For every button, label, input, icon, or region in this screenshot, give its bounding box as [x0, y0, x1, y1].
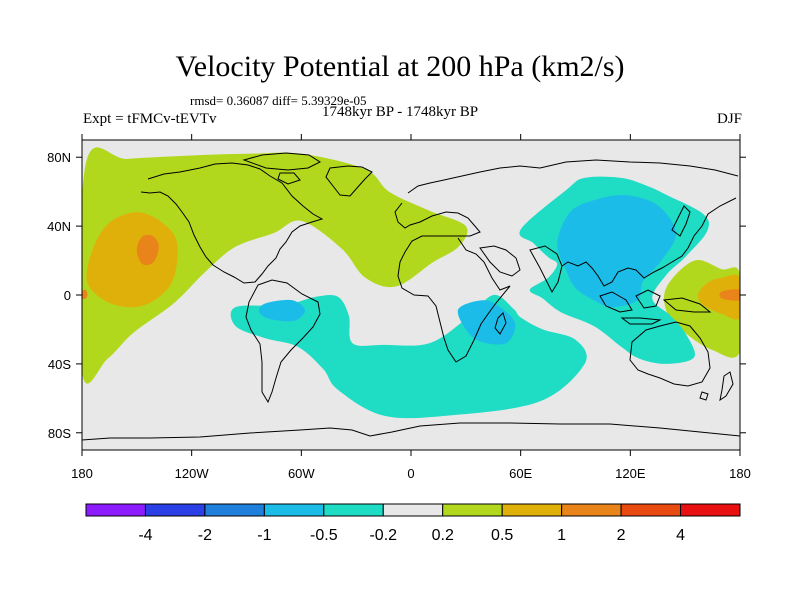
colorbar-box [501, 503, 563, 517]
colorbar-box [620, 503, 682, 517]
y-tick-label: 40N [47, 219, 71, 234]
colorbar-box [442, 503, 503, 517]
colorbar-label: -0.2 [369, 527, 397, 544]
contour-asia-neg-m1-m05 [557, 194, 677, 308]
coast-asia [539, 159, 739, 287]
colorbar-box [323, 503, 384, 517]
season-label: DJF [716, 111, 742, 127]
axis-ticks: 180 120W 60W 0 60E 120E 180 80N 40N 0 40S 80S [47, 134, 751, 481]
contour-south-america-m1-m05 [258, 299, 306, 322]
coast-japan [671, 205, 691, 237]
colorbar-box [263, 503, 325, 517]
colorbar-label: -0.5 [310, 527, 338, 544]
colorbar-label: -2 [198, 527, 212, 544]
coast-south-america [245, 279, 321, 404]
rmsd-diff-label: rmsd= 0.36087 diff= 5.39329e-05 [190, 93, 367, 108]
x-tick-label: 0 [407, 466, 414, 481]
colorbar-label: -1 [257, 527, 271, 544]
coast-antarctica [82, 422, 740, 441]
coastlines [82, 152, 740, 441]
coast-greenland [325, 165, 373, 197]
coast-madagascar [494, 312, 507, 335]
x-tick-label: 180 [71, 466, 93, 481]
y-tick-label: 40S [48, 357, 71, 372]
colorbar-box [204, 503, 265, 517]
coast-arctic-canada [242, 152, 322, 185]
coast-indonesia [599, 289, 712, 325]
contour-indian-ocean-m1-m05 [457, 300, 516, 345]
y-tick-label: 0 [64, 288, 71, 303]
coast-europe-africa [394, 165, 541, 363]
colorbar-box [85, 503, 146, 517]
chart-title: Velocity Potential at 200 hPa (km2/s) [175, 50, 625, 83]
x-tick-label: 120W [175, 466, 210, 481]
y-tick-label: 80N [47, 150, 71, 165]
colorbar-label: -4 [138, 527, 152, 544]
colorbar-label: 1 [557, 527, 566, 544]
coast-australia [629, 321, 711, 401]
colorbar-box [382, 503, 444, 517]
colorbar: -4 -2 -1 -0.5 -0.2 0.2 0.5 1 2 4 [85, 503, 741, 544]
x-tick-label: 120E [615, 466, 646, 481]
colorbar-box [680, 503, 741, 517]
colorbar-box [561, 503, 622, 517]
coast-north-america [140, 162, 324, 284]
colorbar-label: 0.5 [491, 527, 513, 544]
x-tick-label: 60E [509, 466, 532, 481]
x-tick-label: 180 [729, 466, 751, 481]
coast-arabia-india [479, 245, 563, 294]
colorbar-label: 4 [676, 527, 685, 544]
x-tick-label: 60W [288, 466, 315, 481]
colorbar-box [144, 503, 206, 517]
time-period-label: 1748kyr BP - 1748kyr BP [322, 104, 479, 120]
y-tick-label: 80S [48, 426, 71, 441]
colorbar-label: 2 [617, 527, 626, 544]
contour-dateline-east-1-2 [719, 289, 740, 301]
experiment-label: Expt = tFMCv-tEVTv [83, 111, 217, 127]
contour-dateline-east-05-1 [697, 274, 740, 320]
coast-new-zealand [719, 371, 734, 402]
contour-pacific-max-1-2 [136, 234, 159, 266]
contour-dateline-west-1-2 [82, 289, 88, 300]
colorbar-label: 0.2 [432, 527, 454, 544]
contour-pacific-max-05-1 [86, 212, 178, 308]
